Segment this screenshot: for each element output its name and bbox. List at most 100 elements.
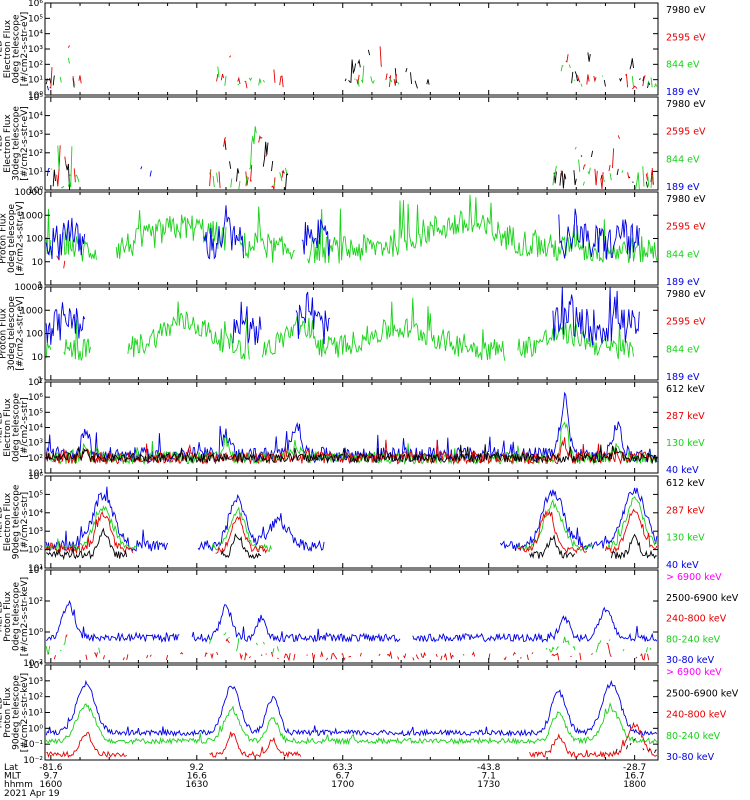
- panel-2-ytick-label-2: 10²: [28, 149, 43, 159]
- panel-2-legend-3: 189 eV: [666, 182, 700, 193]
- x-axis-lat-value-0: -81.6: [39, 763, 63, 773]
- panel-4-ytick-label-4: 10000: [14, 283, 43, 293]
- panel-4-series-green: [45, 297, 634, 362]
- panel-1-legend-2: 844 eV: [666, 60, 700, 71]
- panel-5-ylabel-line-1: Electron Flux: [3, 398, 13, 457]
- panel-4-ytick-label-1: 10: [32, 353, 44, 363]
- panel-6-ytick-label-4: 10⁵: [28, 490, 43, 500]
- x-axis-lat-value-4: -28.7: [623, 763, 646, 773]
- panel-7-ylabel-line-3: [#/cm2-s-str-keV]: [20, 577, 30, 656]
- panel-8-legend-0: > 6900 keV: [666, 667, 722, 678]
- panel-4-ylabel-line-1: 30deg telescope: [7, 296, 17, 371]
- x-axis-hhmm-value-0: 1600: [39, 780, 62, 790]
- panel-6-ytick-label-2: 10³: [28, 527, 43, 537]
- panel-8-ytick-label-5: 10³: [28, 677, 43, 687]
- panel-6-series-green: [45, 496, 658, 553]
- panel-8-series-green: [45, 701, 658, 746]
- panel-5-ylabel-line-3: [#/cm2-s-str]: [20, 397, 30, 457]
- panel-5-series-black: [45, 444, 658, 464]
- panel-1-series-green: [45, 57, 658, 88]
- panel-1-ytick-label-3: 10³: [28, 45, 43, 55]
- panel-2-series-red: [57, 135, 657, 189]
- panel-4-legend-0: 7980 eV: [666, 289, 706, 300]
- panel-1-ytick-label-5: 10⁵: [28, 14, 43, 24]
- x-axis-hhmm-value-2: 1700: [331, 780, 354, 790]
- panel-8-legend-3: 80-240 keV: [666, 731, 721, 742]
- panel-6-ylabel-line-2: 90deg telescope: [11, 484, 21, 559]
- panel-3-ylabel-line-1: 0deg telescope: [7, 204, 17, 274]
- panel-5-ytick-label-0: 10¹: [28, 469, 43, 479]
- panel-3-legend-2: 844 eV: [666, 249, 700, 260]
- panel-1-ylabel-line-2: 0deg telescope: [11, 14, 21, 84]
- panel-2-ylabel-line-1: Electron Flux: [3, 114, 13, 173]
- panel-5-legend-1: 287 keV: [666, 411, 705, 422]
- panel-8-legend-2: 240-800 keV: [666, 710, 727, 721]
- x-axis-row-label-mlt: MLT: [4, 772, 22, 782]
- panel-2-ytick-label-5: 10⁵: [28, 93, 43, 103]
- panel-6-ytick-label-5: 10⁶: [28, 472, 43, 482]
- panel-8-frame: [44, 664, 659, 761]
- panel-6-ylabel-line-3: [#/cm2-s-str]: [20, 492, 30, 552]
- panel-8-ytick-label-1: 10⁻¹: [23, 740, 43, 750]
- panel-3-ylabel-line-0: Proton Flux: [0, 213, 9, 264]
- panel-7-series-blue: [45, 599, 658, 643]
- panel-3-ylabel-line-2: [#/cm2-s-str-eV]: [16, 201, 26, 276]
- x-axis-hhmm-value-4: 1800: [623, 780, 646, 790]
- panel-7-frame: [44, 569, 659, 664]
- panel-6-ytick-label-3: 10⁴: [28, 509, 43, 519]
- panel-1-ylabel-line-1: Electron Flux: [3, 19, 13, 78]
- panel-5-ytick-label-1: 10²: [28, 454, 43, 464]
- panel-7-legend-1: 2500-6900 keV: [666, 593, 739, 604]
- panel-3-ytick-label-4: 10000: [14, 188, 43, 198]
- panel-8-ytick-label-0: 10⁻²: [23, 756, 43, 766]
- x-axis-row-label-hhmm: hhmm: [4, 780, 33, 790]
- panel-4-ytick-label-3: 1000: [20, 306, 43, 316]
- panel-6-ylabel-line-1: Electron Flux: [3, 492, 13, 551]
- panel-8-legend-1: 2500-6900 keV: [666, 688, 739, 699]
- panel-5-legend-3: 40 keV: [666, 465, 699, 476]
- panel-5-ylabel-line-0: MEPED: [0, 412, 4, 444]
- x-axis-date: 2021 Apr 19: [4, 789, 60, 799]
- panel-4-legend-1: 2595 eV: [666, 317, 706, 328]
- panel-3-series-green: [45, 194, 658, 264]
- panel-6-ytick-label-1: 10²: [28, 546, 43, 556]
- panel-4-ylabel-line-0: Proton Flux: [0, 308, 9, 359]
- panel-6-legend-1: 287 keV: [666, 505, 705, 516]
- panel-7-legend-2: 240-800 keV: [666, 614, 727, 625]
- panel-1-ytick-label-2: 10²: [28, 60, 43, 70]
- panel-5-ylabel-line-2: 0deg telescope: [11, 393, 21, 463]
- x-axis-lat-value-3: -43.8: [477, 763, 501, 773]
- panel-2-ytick-label-0: 10⁰: [28, 186, 43, 196]
- panel-4-legend-2: 844 eV: [666, 344, 700, 355]
- x-axis-hhmm-value-1: 1630: [185, 780, 208, 790]
- panel-1-ylabel-line-0: TED: [0, 40, 4, 59]
- panel-6-legend-3: 40 keV: [666, 560, 699, 571]
- x-axis-hhmm-value-3: 1730: [477, 780, 500, 790]
- panel-2-legend-0: 7980 eV: [666, 99, 706, 110]
- panel-6-legend-0: 612 keV: [666, 478, 705, 489]
- panel-2-legend-1: 2595 eV: [666, 127, 706, 138]
- panel-3-ytick-label-0: 1: [37, 281, 43, 291]
- panel-2-series-black: [53, 140, 656, 190]
- panel-8-ytick-label-6: 10⁴: [28, 661, 43, 671]
- panel-6-ylabel-line-0: MEPED: [0, 506, 4, 538]
- panel-5-legend-0: 612 keV: [666, 384, 705, 395]
- panel-8-ylabel-line-0: MEPED: [0, 697, 4, 729]
- panel-7-series-green: [46, 633, 656, 654]
- panel-1-ylabel-line-3: [#/cm2-s-str-eV]: [20, 12, 30, 87]
- panel-3-frame: [44, 191, 659, 286]
- panel-8-ytick-label-2: 10⁰: [28, 724, 43, 734]
- panel-2-ylabel-line-0: TED: [0, 134, 4, 153]
- panel-5-ytick-label-4: 10⁵: [28, 408, 43, 418]
- panel-8-ytick-label-3: 10¹: [28, 709, 43, 719]
- panel-4-ytick-label-2: 100: [26, 330, 43, 340]
- panel-7-ytick-label-1: 10⁰: [28, 628, 43, 638]
- panel-5-ytick-label-3: 10⁴: [28, 424, 43, 434]
- x-axis-mlt-value-4: 16.7: [625, 772, 645, 782]
- panel-5-series-blue: [45, 391, 658, 464]
- panel-2-ytick-label-1: 10¹: [28, 167, 43, 177]
- x-axis-mlt-value-2: 6.7: [336, 772, 350, 782]
- panel-3-legend-1: 2595 eV: [666, 222, 706, 233]
- panel-1-legend-3: 189 eV: [666, 87, 700, 98]
- panel-7-ylabel-line-0: MEPED: [0, 601, 4, 633]
